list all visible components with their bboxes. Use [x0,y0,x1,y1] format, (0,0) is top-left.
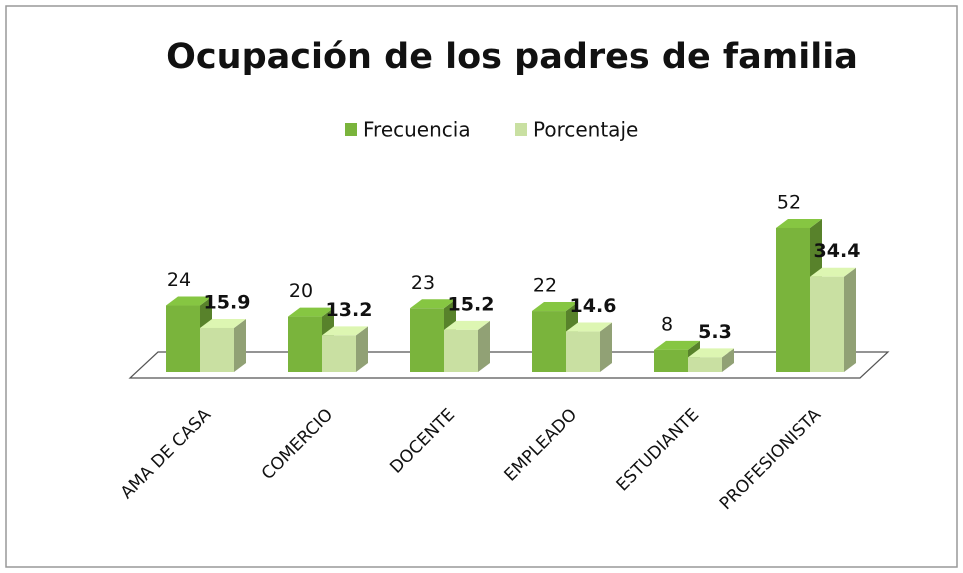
bar-front [532,311,566,372]
data-label: 24 [167,269,191,291]
bar-front [566,331,600,372]
data-label: 15.9 [204,291,251,313]
legend-label: Porcentaje [533,118,638,142]
bar-front [444,329,478,372]
bar-side [600,322,612,372]
bar [322,326,368,372]
bar-top [322,326,368,336]
bar-front [322,335,356,372]
data-label: 34.4 [814,240,861,262]
bar-front [200,327,234,372]
data-label: 15.2 [448,293,495,315]
data-label: 22 [533,275,557,297]
bar-side [844,267,856,372]
bar-front [166,305,200,372]
bar-front [776,227,810,372]
bar [532,302,578,372]
bar-top [532,302,578,312]
bar-front [654,349,688,372]
legend-swatch [345,123,357,136]
bar-side [234,318,246,372]
bar-side [356,326,368,372]
bar [810,267,856,372]
data-label: 23 [411,272,435,294]
bar [444,320,490,372]
legend-swatch [515,123,527,136]
bar-top [776,218,822,228]
data-label: 13.2 [326,299,373,321]
bar-top [166,296,212,306]
bar-front [810,276,844,372]
data-label: 5.3 [698,321,732,343]
bar-top [200,318,246,328]
bar [566,322,612,372]
bar-top [288,307,334,317]
bar-top [654,340,700,350]
bar-front [688,357,722,372]
data-label: 20 [289,280,313,302]
bar-top [688,348,734,358]
bar-top [566,322,612,332]
bar-front [288,316,322,372]
bar-top [444,320,490,330]
data-label: 8 [661,313,673,335]
data-label: 14.6 [570,295,617,317]
data-label: 52 [777,191,801,213]
bar [688,348,734,372]
bar-side [722,348,734,372]
bar-top [810,267,856,277]
bar [200,318,246,372]
bar-front [410,308,444,372]
legend-label: Frecuencia [363,118,471,142]
bar-side [478,320,490,372]
chart-title: Ocupación de los padres de familia [166,37,858,77]
bar-top [410,299,456,309]
